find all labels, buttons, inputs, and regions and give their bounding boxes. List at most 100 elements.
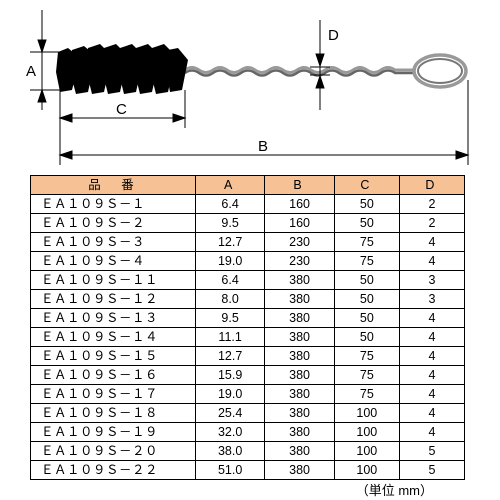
table-header-cell: B	[265, 176, 334, 195]
value-cell: 3	[399, 271, 464, 290]
table-row: ＥＡ１０９Ｓ－４19.0230754	[31, 252, 465, 271]
value-cell: 380	[265, 328, 334, 347]
table-body: ＥＡ１０９Ｓ－１6.4160502ＥＡ１０９Ｓ－２9.5160502ＥＡ１０９Ｓ…	[31, 195, 465, 480]
value-cell: 50	[334, 214, 399, 233]
part-number-cell: ＥＡ１０９Ｓ－１６	[31, 366, 196, 385]
value-cell: 75	[334, 233, 399, 252]
value-cell: 75	[334, 385, 399, 404]
value-cell: 380	[265, 442, 334, 461]
value-cell: 75	[334, 252, 399, 271]
value-cell: 50	[334, 328, 399, 347]
value-cell: 9.5	[195, 309, 264, 328]
part-number-cell: ＥＡ１０９Ｓ－１３	[31, 309, 196, 328]
spec-table: 品 番ABCD ＥＡ１０９Ｓ－１6.4160502ＥＡ１０９Ｓ－２9.51605…	[30, 175, 465, 480]
value-cell: 75	[334, 347, 399, 366]
part-number-cell: ＥＡ１０９Ｓ－２０	[31, 442, 196, 461]
label-C: C	[116, 101, 127, 118]
brush-diagram: A C D B	[20, 10, 480, 170]
dim-B: B	[60, 80, 468, 165]
value-cell: 380	[265, 461, 334, 480]
value-cell: 50	[334, 290, 399, 309]
value-cell: 6.4	[195, 271, 264, 290]
table-row: ＥＡ１０９Ｓ－１６15.9380754	[31, 366, 465, 385]
value-cell: 38.0	[195, 442, 264, 461]
table-row: ＥＡ１０９Ｓ－１８25.43801004	[31, 404, 465, 423]
value-cell: 19.0	[195, 252, 264, 271]
value-cell: 100	[334, 442, 399, 461]
table-row: ＥＡ１０９Ｓ－１6.4160502	[31, 195, 465, 214]
value-cell: 4	[399, 309, 464, 328]
table-row: ＥＡ１０９Ｓ－１３9.5380504	[31, 309, 465, 328]
dim-D: D	[310, 20, 339, 110]
value-cell: 100	[334, 461, 399, 480]
value-cell: 4	[399, 347, 464, 366]
part-number-cell: ＥＡ１０９Ｓ－３	[31, 233, 196, 252]
table-row: ＥＡ１０９Ｓ－３12.7230754	[31, 233, 465, 252]
part-number-cell: ＥＡ１０９Ｓ－１２	[31, 290, 196, 309]
value-cell: 4	[399, 366, 464, 385]
value-cell: 50	[334, 271, 399, 290]
value-cell: 51.0	[195, 461, 264, 480]
table-header-cell: 品 番	[31, 176, 196, 195]
value-cell: 380	[265, 309, 334, 328]
value-cell: 380	[265, 271, 334, 290]
value-cell: 2	[399, 195, 464, 214]
value-cell: 12.7	[195, 347, 264, 366]
table-header-cell: A	[195, 176, 264, 195]
value-cell: 230	[265, 233, 334, 252]
value-cell: 230	[265, 252, 334, 271]
wire-shaft	[185, 55, 466, 87]
value-cell: 5	[399, 461, 464, 480]
value-cell: 50	[334, 195, 399, 214]
value-cell: 160	[265, 214, 334, 233]
part-number-cell: ＥＡ１０９Ｓ－１４	[31, 328, 196, 347]
value-cell: 4	[399, 252, 464, 271]
value-cell: 4	[399, 233, 464, 252]
value-cell: 380	[265, 423, 334, 442]
value-cell: 100	[334, 423, 399, 442]
part-number-cell: ＥＡ１０９Ｓ－１	[31, 195, 196, 214]
spec-table-wrap: 品 番ABCD ＥＡ１０９Ｓ－１6.4160502ＥＡ１０９Ｓ－２9.51605…	[30, 175, 465, 480]
table-row: ＥＡ１０９Ｓ－２9.5160502	[31, 214, 465, 233]
table-row: ＥＡ１０９Ｓ－２２51.03801005	[31, 461, 465, 480]
table-header-cell: D	[399, 176, 464, 195]
table-row: ＥＡ１０９Ｓ－１９32.03801004	[31, 423, 465, 442]
table-row: ＥＡ１０９Ｓ－２０38.03801005	[31, 442, 465, 461]
label-D: D	[328, 27, 339, 44]
value-cell: 4	[399, 328, 464, 347]
value-cell: 50	[334, 309, 399, 328]
part-number-cell: ＥＡ１０９Ｓ－１７	[31, 385, 196, 404]
value-cell: 6.4	[195, 195, 264, 214]
value-cell: 8.0	[195, 290, 264, 309]
value-cell: 2	[399, 214, 464, 233]
value-cell: 5	[399, 442, 464, 461]
part-number-cell: ＥＡ１０９Ｓ－２	[31, 214, 196, 233]
table-header-cell: C	[334, 176, 399, 195]
value-cell: 380	[265, 347, 334, 366]
value-cell: 3	[399, 290, 464, 309]
part-number-cell: ＥＡ１０９Ｓ－４	[31, 252, 196, 271]
value-cell: 4	[399, 385, 464, 404]
value-cell: 380	[265, 385, 334, 404]
part-number-cell: ＥＡ１０９Ｓ－１１	[31, 271, 196, 290]
label-B: B	[258, 138, 268, 155]
value-cell: 4	[399, 423, 464, 442]
label-A: A	[26, 63, 36, 80]
value-cell: 15.9	[195, 366, 264, 385]
value-cell: 380	[265, 366, 334, 385]
value-cell: 9.5	[195, 214, 264, 233]
value-cell: 75	[334, 366, 399, 385]
value-cell: 12.7	[195, 233, 264, 252]
unit-label: （単位 mm）	[356, 480, 433, 499]
table-header-row: 品 番ABCD	[31, 176, 465, 195]
value-cell: 11.1	[195, 328, 264, 347]
part-number-cell: ＥＡ１０９Ｓ－１９	[31, 423, 196, 442]
value-cell: 19.0	[195, 385, 264, 404]
value-cell: 380	[265, 290, 334, 309]
brush-head	[56, 44, 188, 94]
table-row: ＥＡ１０９Ｓ－１４11.1380504	[31, 328, 465, 347]
dim-C: C	[60, 90, 185, 128]
table-row: ＥＡ１０９Ｓ－１５12.7380754	[31, 347, 465, 366]
table-row: ＥＡ１０９Ｓ－１７19.0380754	[31, 385, 465, 404]
value-cell: 4	[399, 404, 464, 423]
